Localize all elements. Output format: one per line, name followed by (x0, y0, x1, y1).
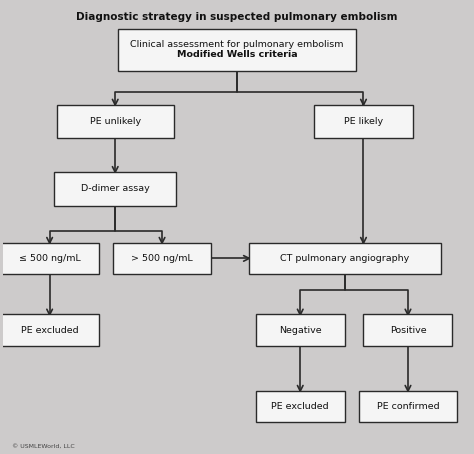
FancyBboxPatch shape (57, 105, 174, 138)
FancyBboxPatch shape (113, 243, 211, 274)
FancyBboxPatch shape (359, 391, 457, 422)
Text: > 500 ng/mL: > 500 ng/mL (131, 254, 193, 263)
Text: PE excluded: PE excluded (272, 402, 329, 411)
Text: Negative: Negative (279, 326, 321, 335)
FancyBboxPatch shape (314, 105, 413, 138)
Text: Positive: Positive (390, 326, 426, 335)
Text: Clinical assessment for pulmonary embolism: Clinical assessment for pulmonary emboli… (130, 40, 344, 49)
Text: ≤ 500 ng/mL: ≤ 500 ng/mL (19, 254, 81, 263)
FancyBboxPatch shape (0, 243, 99, 274)
FancyBboxPatch shape (256, 391, 345, 422)
FancyBboxPatch shape (0, 315, 99, 346)
Text: PE unlikely: PE unlikely (90, 117, 141, 126)
Text: © USMLEWorld, LLC: © USMLEWorld, LLC (12, 444, 75, 449)
FancyBboxPatch shape (249, 243, 441, 274)
FancyBboxPatch shape (55, 172, 176, 206)
FancyBboxPatch shape (118, 29, 356, 71)
FancyBboxPatch shape (364, 315, 453, 346)
Text: Modified Wells criteria: Modified Wells criteria (177, 50, 297, 59)
Text: D-dimer assay: D-dimer assay (81, 184, 150, 193)
FancyBboxPatch shape (256, 315, 345, 346)
Text: PE excluded: PE excluded (21, 326, 78, 335)
Text: PE confirmed: PE confirmed (377, 402, 439, 411)
Text: Diagnostic strategy in suspected pulmonary embolism: Diagnostic strategy in suspected pulmona… (76, 12, 398, 22)
Text: PE likely: PE likely (344, 117, 383, 126)
Text: CT pulmonary angiography: CT pulmonary angiography (280, 254, 410, 263)
